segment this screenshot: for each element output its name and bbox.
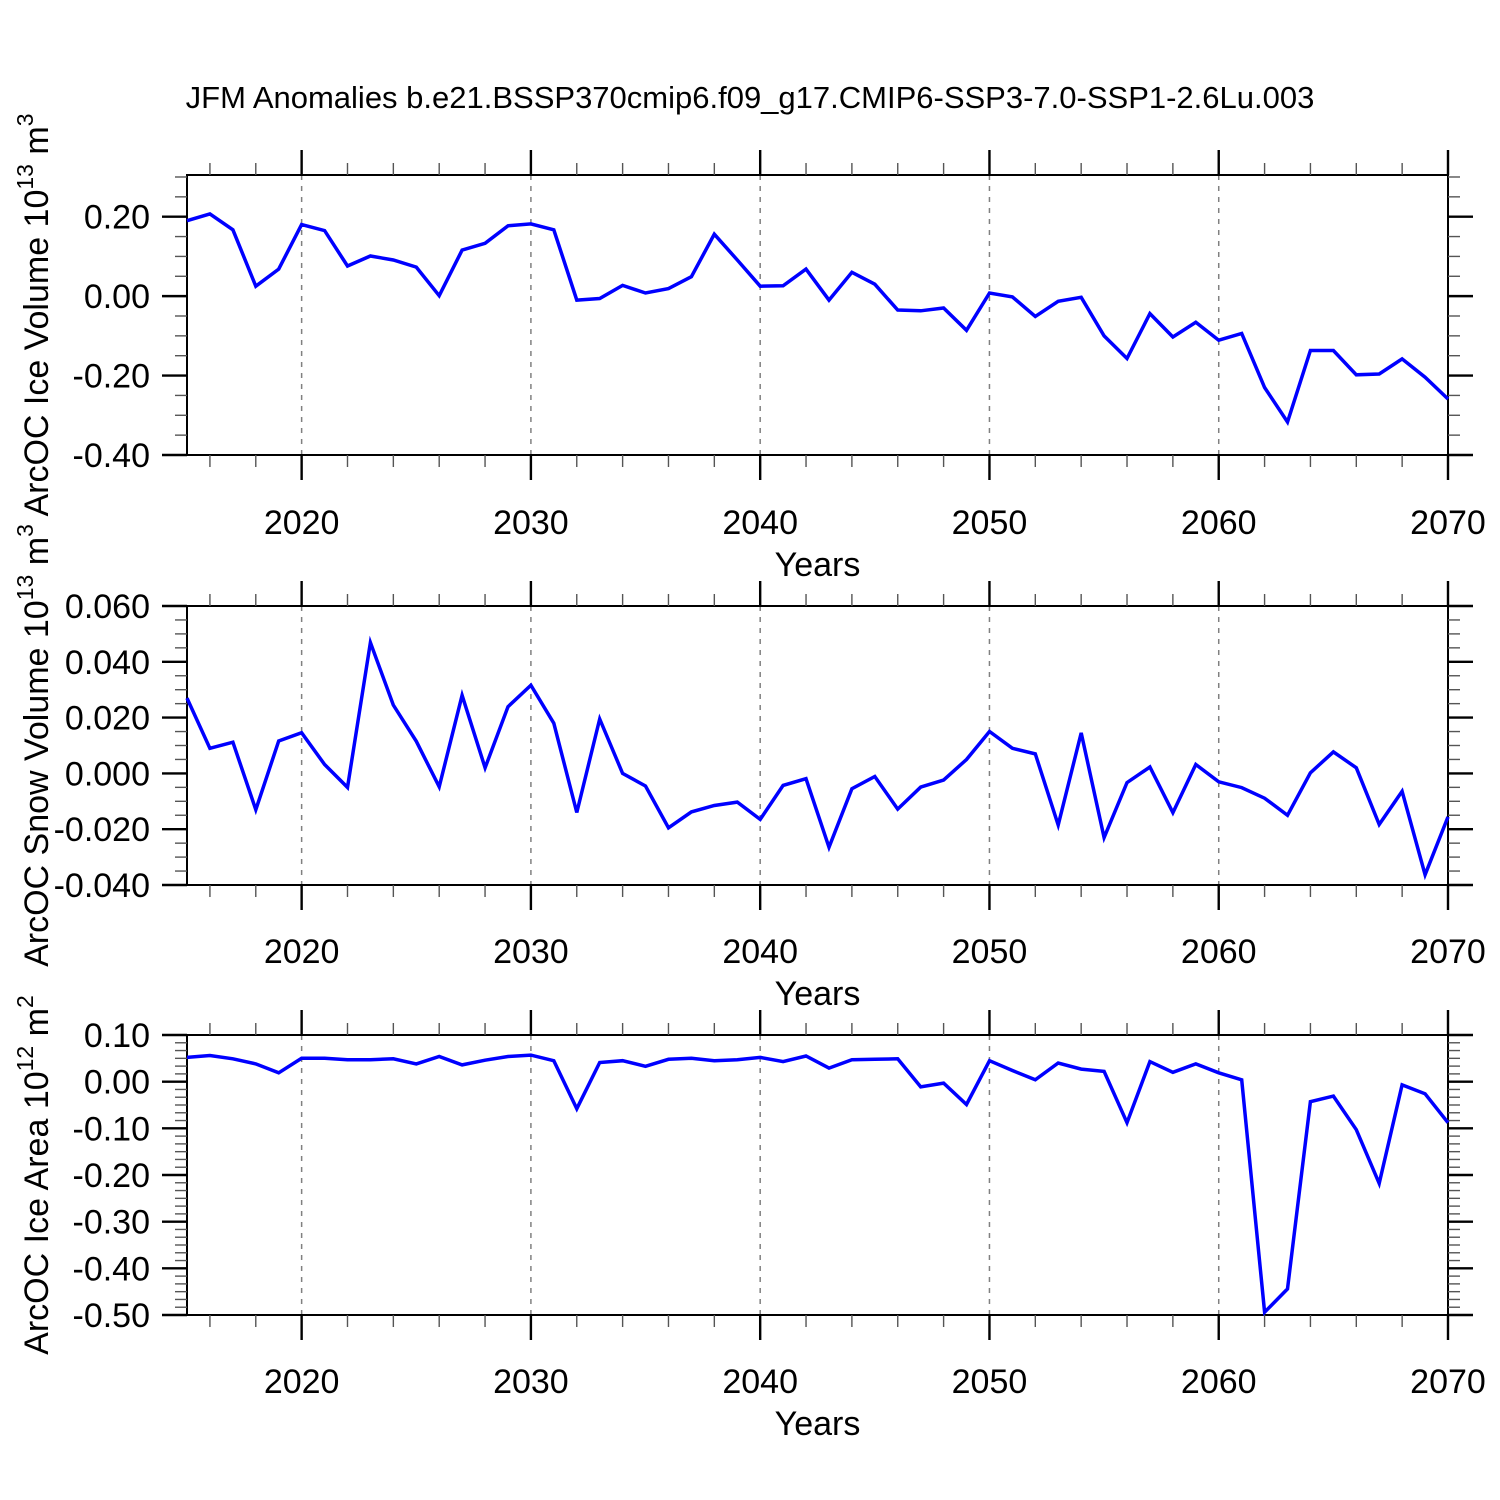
- y-tick-label: -0.40: [73, 437, 151, 475]
- plot-frame: [186, 174, 1449, 456]
- y-tick-label: 0.00: [84, 278, 150, 316]
- y-axis-title: ArcOC Snow Volume 1013 m3: [12, 524, 56, 967]
- y-tick-label: -0.10: [73, 1110, 151, 1148]
- x-tick-label: 2020: [264, 933, 340, 971]
- y-tick-label: -0.040: [54, 867, 150, 905]
- x-tick-label: 2030: [493, 1363, 569, 1401]
- x-tick-label: 2060: [1181, 1363, 1257, 1401]
- x-tick-label: 2030: [493, 933, 569, 971]
- x-tick-label: 2050: [952, 933, 1028, 971]
- series-line-arcoc-snow-volume: [185, 635, 1450, 881]
- y-tick-label: -0.50: [73, 1297, 151, 1335]
- x-tick-label: 2040: [722, 1363, 798, 1401]
- panel-arcoc-ice-area: 2020 2030 2040 2050 2060 2070 0.10 0.00 -0.10 -0.…: [12, 995, 1486, 1443]
- y-tick-label: 0.020: [65, 700, 150, 738]
- x-axis-title: Years: [775, 1405, 861, 1443]
- y-tick-label: -0.20: [73, 1157, 151, 1195]
- series-line-arcoc-ice-area: [186, 1053, 1450, 1317]
- plot-frame: [186, 605, 1449, 886]
- x-axis-title: Years: [775, 975, 861, 1013]
- plot-frame: [186, 1034, 1449, 1316]
- y-tick-label: 0.060: [65, 588, 150, 626]
- series-line-arcoc-ice-volume: [186, 211, 1450, 427]
- x-tick-label: 2040: [722, 504, 798, 542]
- x-tick-label: 2020: [264, 1363, 340, 1401]
- y-tick-label: -0.20: [73, 358, 151, 396]
- y-tick-label: 0.20: [84, 199, 150, 237]
- x-tick-label: 2060: [1181, 504, 1257, 542]
- x-tick-label: 2070: [1410, 933, 1486, 971]
- panel-arcoc-snow-volume: 2020 2030 2040 2050 2060 2070 0.060 0.040 0.020 0…: [12, 524, 1486, 1013]
- x-tick-label: 2070: [1410, 504, 1486, 542]
- x-tick-label: 2050: [952, 504, 1028, 542]
- x-tick-label: 2040: [722, 933, 798, 971]
- y-tick-label: -0.30: [73, 1204, 151, 1242]
- x-tick-label: 2020: [264, 504, 340, 542]
- y-tick-label: -0.020: [54, 811, 150, 849]
- y-tick-label: 0.040: [65, 644, 150, 682]
- x-tick-label: 2030: [493, 504, 569, 542]
- figure-title: JFM Anomalies b.e21.BSSP370cmip6.f09_g17…: [186, 80, 1315, 115]
- y-axis-title: ArcOC Ice Area 1012 m2: [12, 995, 56, 1355]
- y-tick-label: -0.40: [73, 1250, 151, 1288]
- panel-arcoc-ice-volume: 2020 2030 2040 2050 2060 2070 0.20 0.00 -0.20 -0.…: [12, 113, 1486, 584]
- x-tick-label: 2060: [1181, 933, 1257, 971]
- x-tick-label: 2050: [952, 1363, 1028, 1401]
- x-tick-label: 2070: [1410, 1363, 1486, 1401]
- x-axis-title: Years: [775, 546, 861, 584]
- y-tick-label: 0.00: [84, 1064, 150, 1102]
- y-tick-label: 0.000: [65, 755, 150, 793]
- y-tick-label: 0.10: [84, 1017, 150, 1055]
- y-axis-title: ArcOC Ice Volume 1013 m3: [12, 113, 56, 516]
